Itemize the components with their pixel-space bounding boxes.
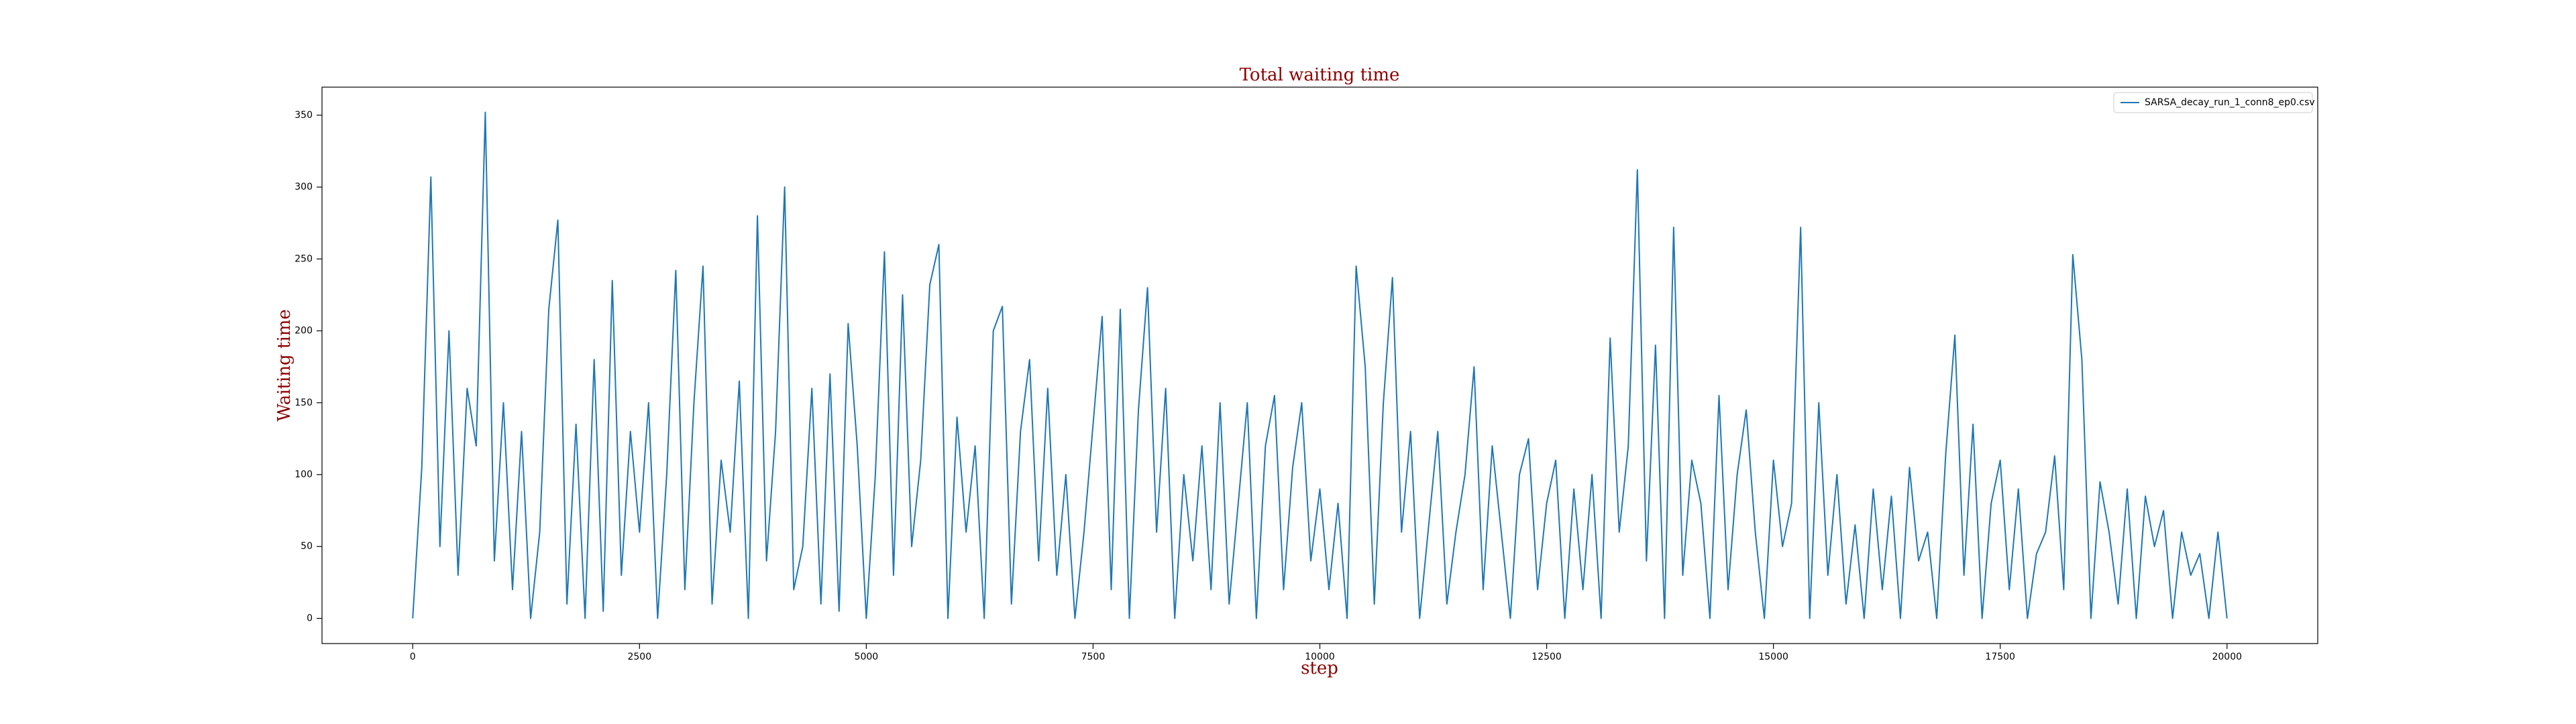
x-tick-label: 10000 bbox=[1305, 652, 1335, 662]
x-tick-label: 15000 bbox=[1758, 652, 1788, 662]
y-axis-label: Waiting time bbox=[274, 309, 294, 422]
legend-label: SARSA_decay_run_1_conn8_ep0.csv bbox=[2145, 97, 2315, 108]
y-tick-label: 0 bbox=[307, 613, 313, 623]
y-tick-label: 350 bbox=[294, 110, 313, 121]
x-tick-label: 0 bbox=[410, 652, 416, 662]
chart-title: Total waiting time bbox=[1240, 65, 1400, 85]
y-tick-label: 250 bbox=[294, 253, 313, 264]
y-tick-label: 50 bbox=[301, 541, 313, 552]
data-line bbox=[412, 111, 2228, 619]
y-tick-label: 200 bbox=[294, 326, 313, 337]
plot-frame bbox=[321, 86, 2318, 644]
x-tick-label: 17500 bbox=[1985, 652, 2015, 662]
y-tick-label: 300 bbox=[294, 182, 313, 192]
y-tick-label: 100 bbox=[294, 469, 313, 480]
x-tick-label: 7500 bbox=[1081, 652, 1106, 662]
x-tick-label: 5000 bbox=[855, 652, 879, 662]
y-tick-label: 150 bbox=[294, 398, 313, 408]
x-tick-label: 2500 bbox=[627, 652, 651, 662]
x-tick-label: 20000 bbox=[2212, 652, 2242, 662]
legend-box bbox=[2113, 92, 2313, 113]
x-axis-label: step bbox=[1301, 658, 1338, 678]
x-tick-label: 12500 bbox=[1532, 652, 1562, 662]
